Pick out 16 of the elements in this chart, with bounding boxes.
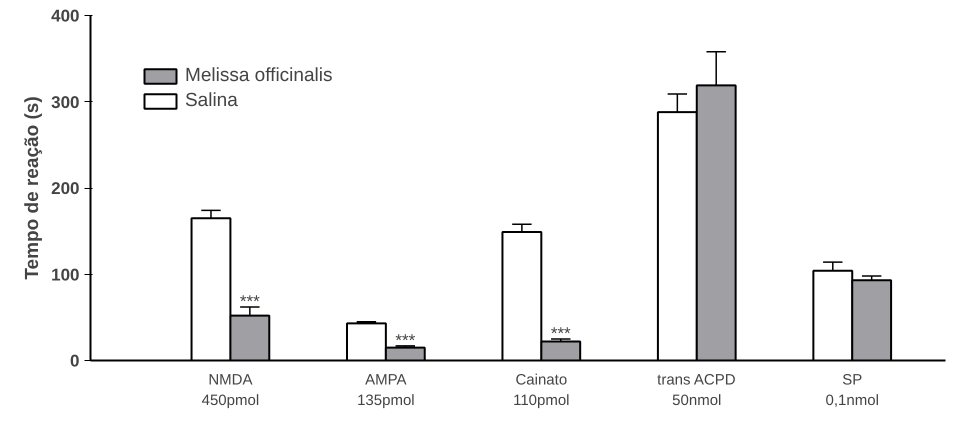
legend-label: Melissa officinalis	[185, 65, 332, 87]
y-tick-label: 100	[51, 265, 80, 284]
x-tick-label: trans ACPD 50nmol	[657, 372, 736, 409]
y-axis-title: Tempo de reação (s)	[22, 96, 44, 280]
y-tick-label: 400	[51, 6, 80, 26]
legend-label: Salina	[185, 90, 238, 112]
x-tick-label: SP 0,1nmol	[826, 372, 879, 409]
y-tick-label: 0	[70, 352, 80, 370]
x-tick-label: NMDA 450pmol	[202, 372, 260, 409]
x-tick-label: Cainato 110pmol	[513, 372, 570, 409]
x-tick-label: AMPA 135pmol	[357, 372, 415, 409]
annotation: ***	[550, 324, 572, 343]
y-tick-label: 200	[51, 179, 80, 198]
y-tick-label: 300	[51, 92, 80, 112]
annotation: ***	[240, 292, 260, 312]
annotation: ***	[395, 330, 416, 350]
